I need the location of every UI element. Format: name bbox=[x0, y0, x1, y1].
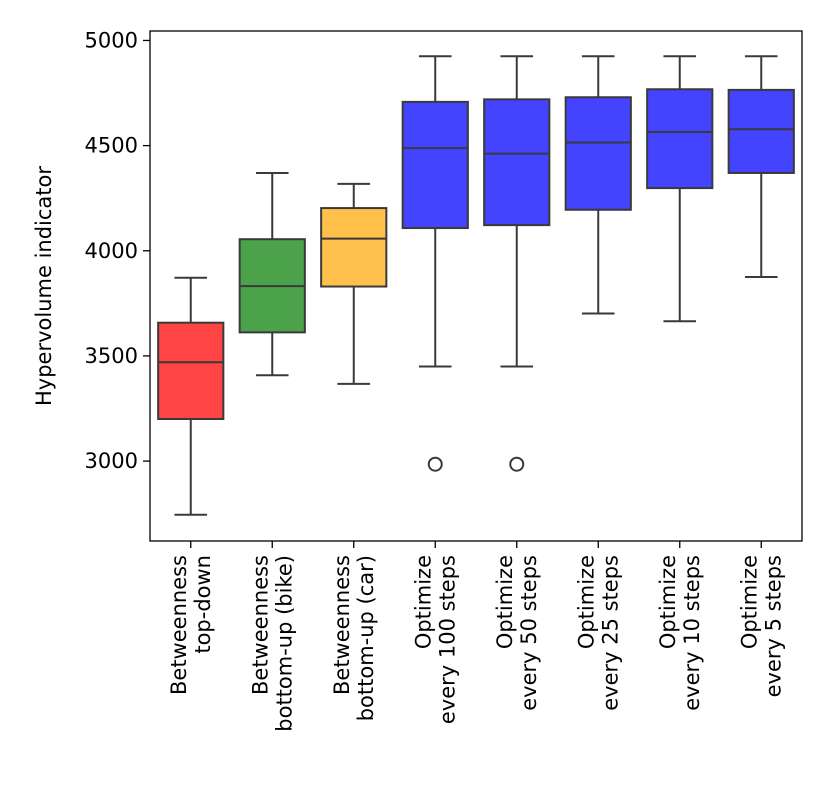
x-tick-label: Betweennesstop-down bbox=[167, 555, 215, 695]
box-iqr bbox=[727, 88, 795, 174]
x-tick-label: Optimizeevery 10 steps bbox=[656, 555, 704, 711]
outlier-point bbox=[427, 456, 443, 472]
x-tick-label-line: Betweenness bbox=[330, 555, 354, 695]
box-group-2 bbox=[238, 171, 306, 377]
y-tick-label: 4000 bbox=[85, 239, 138, 263]
x-tick-label-line: every 10 steps bbox=[680, 555, 704, 711]
box-group-7 bbox=[646, 55, 714, 323]
y-tick-label: 5000 bbox=[85, 28, 138, 52]
box-group-6 bbox=[564, 55, 632, 315]
x-tick-label-line: Betweenness bbox=[167, 555, 191, 695]
x-tick-label-line: Betweenness bbox=[248, 555, 272, 695]
x-tick-label-line: every 100 steps bbox=[435, 555, 459, 724]
y-axis: 3000 3500 4000 4500 5000 bbox=[85, 28, 150, 473]
box-iqr bbox=[646, 88, 714, 190]
box-group-8 bbox=[727, 55, 795, 279]
x-tick-label: Betweennessbottom-up (bike) bbox=[248, 555, 296, 732]
x-tick-label-line: bottom-up (bike) bbox=[272, 555, 296, 732]
outlier-point bbox=[509, 456, 525, 472]
x-tick-label-line: Optimize bbox=[737, 555, 761, 649]
box-group-1 bbox=[157, 276, 225, 516]
x-tick-label-line: top-down bbox=[191, 555, 215, 654]
box-iqr bbox=[157, 321, 225, 421]
x-tick-label-line: Optimize bbox=[656, 555, 680, 649]
box-group-5 bbox=[483, 55, 551, 472]
x-tick-label-line: every 50 steps bbox=[517, 555, 541, 711]
y-tick-label: 4500 bbox=[85, 134, 138, 158]
x-tick-label: Betweennessbottom-up (car) bbox=[330, 555, 378, 721]
x-tick-label-line: Optimize bbox=[574, 555, 598, 649]
box-iqr bbox=[564, 96, 632, 211]
x-axis: Betweennesstop-down Betweennessbottom-up … bbox=[167, 541, 785, 732]
x-tick-label: Optimizeevery 100 steps bbox=[411, 555, 459, 724]
y-tick-label: 3500 bbox=[85, 344, 138, 368]
x-tick-label: Optimizeevery 5 steps bbox=[737, 555, 785, 697]
x-tick-label-line: every 5 steps bbox=[761, 555, 785, 697]
x-tick-label: Optimizeevery 50 steps bbox=[493, 555, 541, 711]
x-tick-label-line: Optimize bbox=[411, 555, 435, 649]
box-group-4 bbox=[401, 55, 469, 472]
box-iqr bbox=[401, 100, 469, 230]
x-tick-label: Optimizeevery 25 steps bbox=[574, 555, 622, 711]
y-axis-label: Hypervolume indicator bbox=[32, 166, 56, 406]
x-tick-label-line: bottom-up (car) bbox=[354, 555, 378, 721]
box-iqr bbox=[320, 207, 388, 288]
x-tick-label-line: every 25 steps bbox=[598, 555, 622, 711]
y-tick-label: 3000 bbox=[85, 449, 138, 473]
box-group-3 bbox=[320, 182, 388, 385]
box-iqr bbox=[483, 98, 551, 227]
x-tick-label-line: Optimize bbox=[493, 555, 517, 649]
box-series-group bbox=[157, 55, 795, 516]
